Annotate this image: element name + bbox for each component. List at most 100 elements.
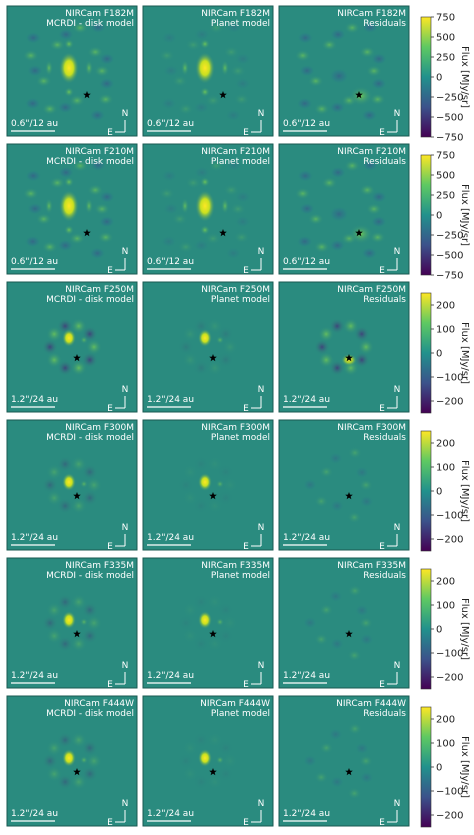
colorbar-tick-label: −250 [436,231,463,242]
image-feature [329,359,346,376]
image-feature [369,93,386,106]
image-feature [359,771,374,784]
compass-east-label: E [107,404,113,414]
image-feature [314,771,329,784]
image-feature [294,49,311,62]
compass-north-label: N [122,523,129,533]
image-feature [330,166,347,179]
image-feature [230,203,246,215]
colorbar-tick-label: 200 [436,577,455,588]
image-feature [97,231,114,244]
image-feature [329,318,346,335]
image-feature [193,635,210,652]
image-feature [303,754,318,767]
compass-icon: NE [243,385,264,414]
compass-east-label: E [243,266,249,276]
image-feature [25,169,42,182]
panel-filter-title: NIRCam F335M [337,561,406,571]
image-feature [193,359,210,376]
compass-icon: NE [243,661,264,690]
panel-filter-title: NIRCam F300M [337,423,406,433]
image-feature [193,456,210,473]
compass-icon: NE [379,799,400,828]
panel-filter-title: NIRCam F210M [337,147,406,157]
image-feature [81,602,98,619]
image-feature [230,65,246,77]
image-feature [177,102,194,115]
star-marker-icon [345,768,353,776]
image-feature [319,741,334,754]
image-feature [234,52,251,65]
image-feature [64,177,74,187]
panel-background [278,281,410,413]
image-feature [41,102,58,115]
image-feature [200,87,210,97]
image-feature [354,466,369,479]
image-feature [330,499,345,512]
image-feature [225,247,242,260]
compass-north-label: N [122,385,129,395]
image-feature [160,235,177,248]
scale-bar-label: 0.6"/12 au [147,119,194,129]
compass-icon: NE [107,523,128,552]
image-feature [193,239,210,252]
image-feature [178,339,195,356]
colorbar-label: Flux [MJy/sr] [459,184,470,246]
image-feature [217,351,234,368]
image-feature [299,64,316,77]
image-feature [182,326,199,343]
image-feature [296,97,313,110]
image-feature [222,753,238,769]
star-marker-icon [73,630,81,638]
image-feature [347,511,362,524]
image-feature [90,159,107,172]
image-feature [62,329,76,347]
image-feature [354,742,369,755]
star-marker-icon [83,229,91,237]
compass-north-label: N [122,109,129,119]
image-feature [94,65,110,77]
image-feature [86,753,102,769]
image-feature [46,489,63,506]
image-feature [80,480,88,488]
compass-north-label: N [394,661,401,671]
star-marker-icon [209,630,217,638]
panel-filter-title: NIRCam F300M [201,423,270,433]
colorbar-tick-label: 250 [436,53,455,64]
image-feature [206,773,223,790]
compass-east-label: E [243,404,249,414]
image-feature [35,75,52,88]
image-feature [22,49,39,62]
panel-subtitle: Residuals [363,157,406,167]
panel-filter-title: NIRCam F444W [64,699,134,709]
image-feature [321,38,338,51]
image-feature [359,755,373,767]
image-feature [318,351,335,368]
compass-north-label: N [258,523,265,533]
image-feature [57,456,74,473]
image-feature [160,97,177,110]
image-feature [98,215,115,228]
colorbar: 750 500 250 0 −250 −500 −750 Flux [MJy/sr] [420,13,470,144]
panel-subtitle: MCRDI - disk model [46,295,134,305]
image-feature [303,616,318,629]
panel-filter-title: NIRCam F250M [65,285,134,295]
colorbar-tick-label: −500 [436,251,463,262]
image-feature [225,109,242,122]
image-feature [206,318,223,335]
colorbar-tick-label: −200 [436,673,463,684]
colorbar-tick-label: −100 [436,649,463,660]
image-feature [49,38,66,51]
panel-background [278,419,410,551]
image-feature [342,318,359,335]
colorbar-tick-label: −750 [436,271,463,282]
image-feature [57,594,74,611]
image-feature [42,615,59,632]
image-feature [359,495,374,508]
